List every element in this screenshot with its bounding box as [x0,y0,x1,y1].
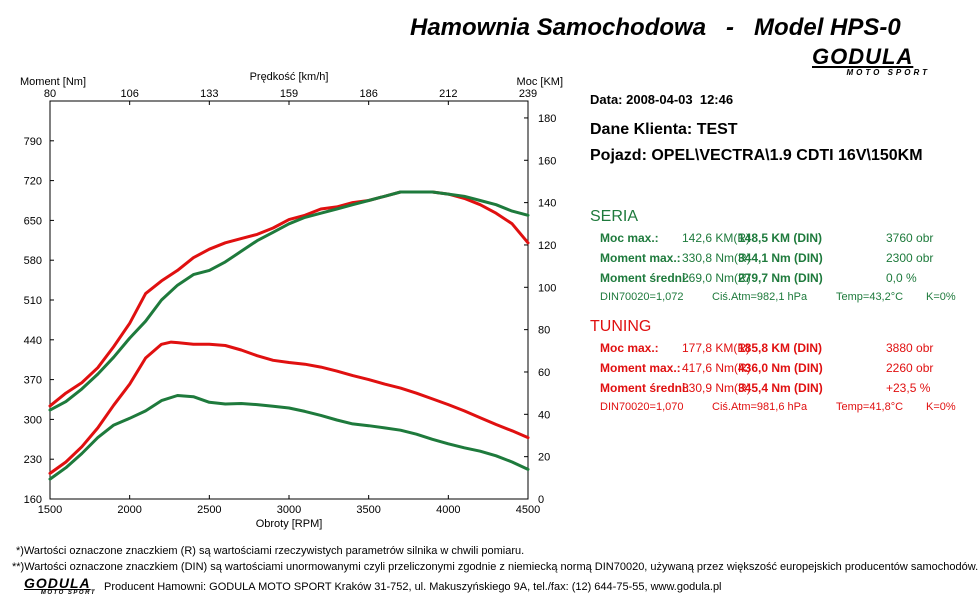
row-label: Moment średni: [600,271,690,285]
row-label: Moc max.: [600,231,659,245]
seria-row-torque: Moment max.: 330,8 Nm(R) 344,1 Nm (DIN) … [590,251,970,267]
x-tick-label: 3000 [277,504,301,516]
row-r-value: 417,6 Nm(R) [682,361,751,375]
top-tick-label: 106 [120,88,138,100]
left-axis-label: Moment [Nm] [20,76,86,88]
row-extra: 2300 obr [886,251,934,265]
series-line-1 [48,190,530,412]
footnote-r: *)Wartości oznaczone znaczkiem (R) są wa… [16,545,525,557]
left-tick-label: 160 [24,494,42,506]
producer-info: Producent Hamowni: GODULA MOTO SPORT Kra… [104,581,722,593]
left-tick-label: 510 [24,295,42,307]
right-tick-label: 140 [538,198,556,210]
row-label: Moc max.: [600,341,659,355]
row-label: Moment średni: [600,381,690,395]
top-axis-label: Prędkość [km/h] [250,71,329,83]
row-extra: 3760 obr [886,231,934,245]
top-tick-label: 186 [359,88,377,100]
right-tick-label: 60 [538,367,550,379]
page-title: Hamownia Samochodowa - Model HPS-0 [410,14,901,41]
test-date: Data: 2008-04-03 12:46 [590,92,734,107]
top-tick-label: 239 [519,88,537,100]
x-axis-label: Obroty [RPM] [256,518,323,530]
left-tick-label: 370 [24,375,42,387]
seria-row-power: Moc max.: 142,6 KM(R) 148,5 KM (DIN) 376… [590,231,970,247]
row-r-value: 330,8 Nm(R) [682,251,751,265]
top-tick-label: 80 [44,88,56,100]
left-tick-label: 720 [24,176,42,188]
temperature: Temp=41,8°C [836,401,904,413]
left-tick-label: 580 [24,255,42,267]
right-tick-label: 40 [538,409,550,421]
row-label: Moment max.: [600,251,681,265]
row-din-value: 185,8 KM (DIN) [738,341,823,355]
x-tick-label: 4500 [516,504,540,516]
row-din-value: 148,5 KM (DIN) [738,231,823,245]
logo-subtitle: MOTO SPORT [40,590,96,596]
right-axis-label: Moc [KM] [517,76,563,88]
top-tick-label: 212 [439,88,457,100]
row-r-value: 330,9 Nm(R) [682,381,751,395]
right-tick-label: 80 [538,325,550,337]
seria-conditions: DIN70020=1,072 Ciś.Atm=982,1 hPa Temp=43… [600,291,970,305]
tuning-row-power: Moc max.: 177,8 KM(R) 185,8 KM (DIN) 388… [590,341,970,357]
din-factor: DIN70020=1,070 [600,401,684,413]
right-tick-label: 120 [538,240,556,252]
tuning-row-avg-torque: Moment średni: 330,9 Nm(R) 345,4 Nm (DIN… [590,381,970,397]
temperature: Temp=43,2°C [836,291,904,303]
left-tick-label: 650 [24,215,42,227]
godula-logo: GODULA MOTO SPORT [812,44,930,78]
plot-frame [49,100,529,500]
left-tick-label: 790 [24,136,42,148]
top-tick-label: 133 [200,88,218,100]
x-tick-label: 2500 [197,504,221,516]
tuning-title: TUNING [590,318,652,335]
tuning-conditions: DIN70020=1,070 Ciś.Atm=981,6 hPa Temp=41… [600,401,970,415]
logo-word: GODULA [24,575,91,591]
logo-word: GODULA [812,44,914,69]
right-tick-label: 160 [538,155,556,167]
x-tick-label: 2000 [117,504,141,516]
top-tick-label: 159 [280,88,298,100]
logo-subtitle: MOTO SPORT [846,68,930,77]
vehicle-name: Pojazd: OPEL\VECTRA\1.9 CDTI 16V\150KM [590,147,923,164]
row-extra: 3880 obr [886,341,934,355]
atm-pressure: Ciś.Atm=982,1 hPa [712,291,808,303]
client-name: Dane Klienta: TEST [590,121,738,138]
row-din-value: 344,1 Nm (DIN) [738,251,823,265]
k-factor: K=0% [926,401,956,413]
k-factor: K=0% [926,291,956,303]
row-din-value: 279,7 Nm (DIN) [738,271,823,285]
row-din-value: 345,4 Nm (DIN) [738,381,823,395]
seria-row-avg-torque: Moment średni: 269,0 Nm(R) 279,7 Nm (DIN… [590,271,970,287]
row-extra: 2260 obr [886,361,934,375]
x-tick-label: 3500 [356,504,380,516]
x-tick-label: 4000 [436,504,460,516]
right-tick-label: 180 [538,113,556,125]
left-tick-label: 300 [24,414,42,426]
row-r-value: 142,6 KM(R) [682,231,751,245]
right-tick-label: 100 [538,282,556,294]
din-factor: DIN70020=1,072 [600,291,684,303]
left-tick-label: 230 [24,454,42,466]
left-tick-label: 440 [24,335,42,347]
right-tick-label: 0 [538,494,544,506]
row-r-value: 177,8 KM(R) [682,341,751,355]
series-line-2 [48,340,530,475]
row-label: Moment max.: [600,361,681,375]
series-line-3 [48,394,530,481]
tuning-row-torque: Moment max.: 417,6 Nm(R) 436,0 Nm (DIN) … [590,361,970,377]
seria-title: SERIA [590,208,639,225]
row-din-value: 436,0 Nm (DIN) [738,361,823,375]
footnote-din: **)Wartości oznaczone znaczkiem (DIN) są… [12,561,979,573]
atm-pressure: Ciś.Atm=981,6 hPa [712,401,808,413]
x-tick-label: 1500 [38,504,62,516]
row-extra: 0,0 % [886,271,917,285]
row-r-value: 269,0 Nm(R) [682,271,751,285]
godula-logo-small: GODULA MOTO SPORT [24,575,96,597]
row-extra: +23,5 % [886,381,931,395]
right-tick-label: 20 [538,452,550,464]
